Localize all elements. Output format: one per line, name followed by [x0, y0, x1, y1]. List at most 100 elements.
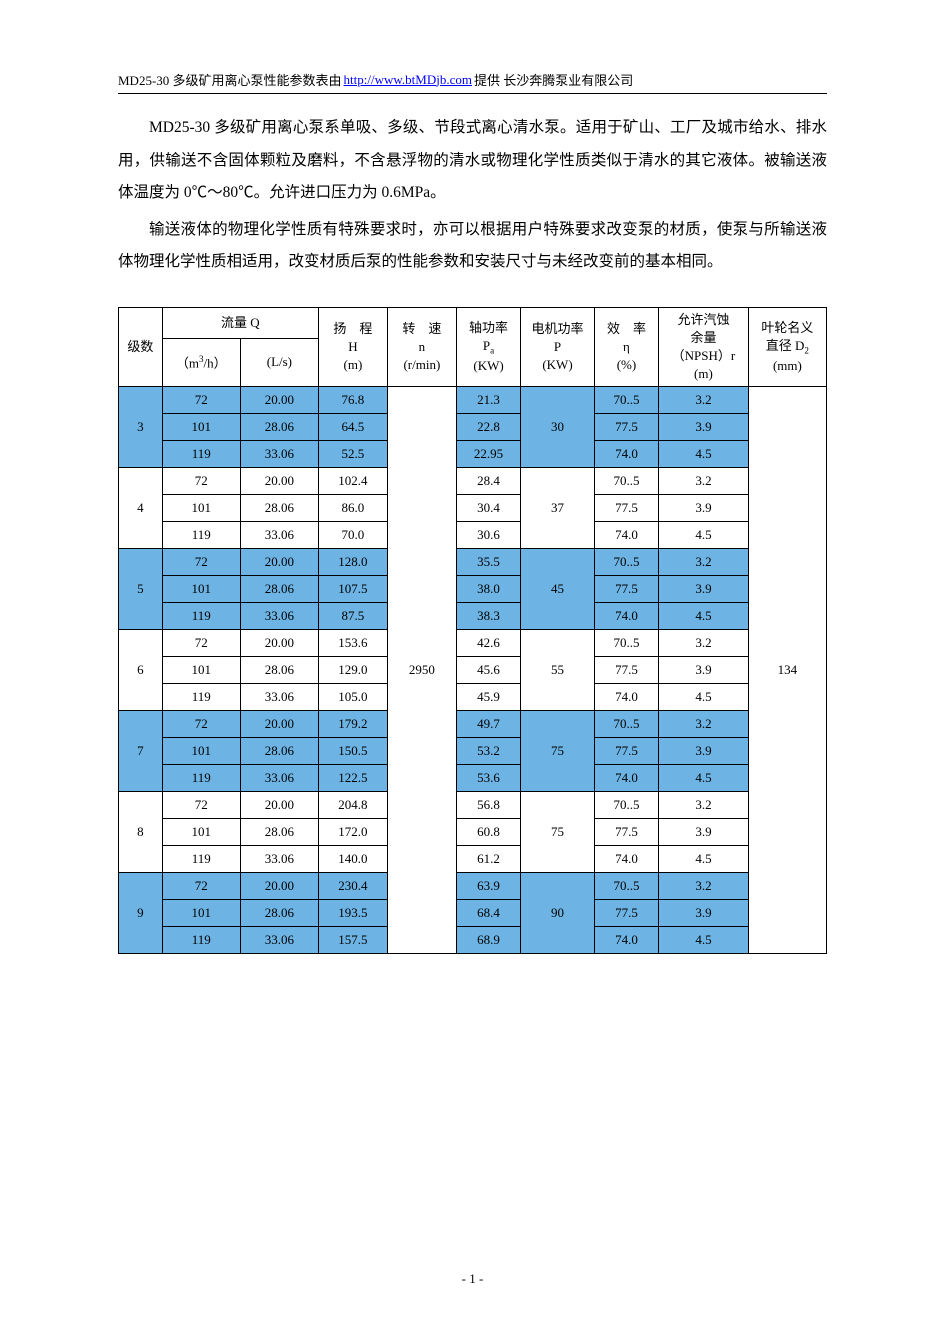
cell-q2: 20.00 — [240, 387, 318, 414]
cell-q1: 101 — [162, 819, 240, 846]
cell-eff: 70..5 — [594, 792, 658, 819]
header-prefix: MD25-30 多级矿用离心泵性能参数表由 — [118, 70, 342, 89]
cell-npsh: 3.2 — [659, 549, 749, 576]
cell-pa: 68.4 — [456, 900, 520, 927]
body-paragraph-2: 输送液体的物理化学性质有特殊要求时，亦可以根据用户特殊要求改变泵的材质，使泵与所… — [118, 214, 827, 279]
cell-h: 107.5 — [318, 576, 387, 603]
cell-stage: 6 — [119, 630, 163, 711]
cell-h: 129.0 — [318, 657, 387, 684]
header-eff: 效 率η(%) — [594, 307, 658, 387]
cell-q2: 33.06 — [240, 846, 318, 873]
header-stage: 级数 — [119, 307, 163, 387]
cell-q1: 72 — [162, 711, 240, 738]
cell-q1: 101 — [162, 414, 240, 441]
cell-q2: 20.00 — [240, 711, 318, 738]
cell-eff: 77.5 — [594, 900, 658, 927]
cell-pa: 45.6 — [456, 657, 520, 684]
cell-q1: 72 — [162, 873, 240, 900]
cell-pa: 45.9 — [456, 684, 520, 711]
cell-h: 230.4 — [318, 873, 387, 900]
cell-eff: 70..5 — [594, 873, 658, 900]
cell-npsh: 3.9 — [659, 576, 749, 603]
cell-h: 128.0 — [318, 549, 387, 576]
cell-q2: 20.00 — [240, 873, 318, 900]
cell-q2: 28.06 — [240, 657, 318, 684]
cell-pa: 63.9 — [456, 873, 520, 900]
cell-q2: 28.06 — [240, 576, 318, 603]
cell-q1: 72 — [162, 792, 240, 819]
cell-q2: 33.06 — [240, 603, 318, 630]
cell-pa: 21.3 — [456, 387, 520, 414]
table-row: 47220.00102.428.43770..53.2 — [119, 468, 827, 495]
cell-eff: 77.5 — [594, 495, 658, 522]
header-link[interactable]: http://www.btMDjb.com — [344, 72, 472, 88]
table-row: 11933.06157.568.974.04.5 — [119, 927, 827, 954]
document-header: MD25-30 多级矿用离心泵性能参数表由 http://www.btMDjb.… — [118, 70, 827, 89]
cell-q2: 28.06 — [240, 495, 318, 522]
cell-h: 102.4 — [318, 468, 387, 495]
cell-h: 179.2 — [318, 711, 387, 738]
table-row: 10128.0686.030.477.53.9 — [119, 495, 827, 522]
table-row: 77220.00179.249.77570..53.2 — [119, 711, 827, 738]
cell-eff: 77.5 — [594, 819, 658, 846]
cell-h: 52.5 — [318, 441, 387, 468]
table-row: 11933.06140.061.274.04.5 — [119, 846, 827, 873]
cell-q2: 28.06 — [240, 819, 318, 846]
cell-q1: 72 — [162, 549, 240, 576]
cell-pa: 60.8 — [456, 819, 520, 846]
table-row: 10128.06129.045.677.53.9 — [119, 657, 827, 684]
cell-h: 157.5 — [318, 927, 387, 954]
cell-eff: 77.5 — [594, 738, 658, 765]
cell-q2: 28.06 — [240, 738, 318, 765]
cell-npsh: 3.2 — [659, 468, 749, 495]
header-d2: 叶轮名义直径 D2(mm) — [748, 307, 826, 387]
header-h: 扬 程H(m) — [318, 307, 387, 387]
cell-pa: 30.6 — [456, 522, 520, 549]
cell-q1: 101 — [162, 900, 240, 927]
cell-eff: 77.5 — [594, 657, 658, 684]
table-row: 87220.00204.856.87570..53.2 — [119, 792, 827, 819]
cell-q2: 33.06 — [240, 522, 318, 549]
cell-stage: 8 — [119, 792, 163, 873]
cell-q2: 33.06 — [240, 765, 318, 792]
cell-eff: 74.0 — [594, 522, 658, 549]
cell-p: 30 — [521, 387, 595, 468]
body-paragraph-1: MD25-30 多级矿用离心泵系单吸、多级、节段式离心清水泵。适用于矿山、工厂及… — [118, 112, 827, 210]
cell-eff: 74.0 — [594, 846, 658, 873]
cell-q2: 33.06 — [240, 684, 318, 711]
cell-q2: 33.06 — [240, 441, 318, 468]
cell-q2: 28.06 — [240, 414, 318, 441]
performance-table: 级数 流量 Q 扬 程H(m) 转 速n(r/min) 轴功率Pa(KW) 电机… — [118, 307, 827, 955]
table-row: 11933.06105.045.974.04.5 — [119, 684, 827, 711]
cell-npsh: 4.5 — [659, 765, 749, 792]
header-q-m3h: （m3/h） — [162, 338, 240, 387]
header-p: 电机功率P(KW) — [521, 307, 595, 387]
cell-pa: 35.5 — [456, 549, 520, 576]
cell-q2: 28.06 — [240, 900, 318, 927]
cell-h: 86.0 — [318, 495, 387, 522]
table-row: 11933.0687.538.374.04.5 — [119, 603, 827, 630]
cell-h: 64.5 — [318, 414, 387, 441]
cell-h: 204.8 — [318, 792, 387, 819]
table-row: 11933.0670.030.674.04.5 — [119, 522, 827, 549]
cell-stage: 7 — [119, 711, 163, 792]
cell-h: 87.5 — [318, 603, 387, 630]
cell-p: 75 — [521, 711, 595, 792]
cell-h: 140.0 — [318, 846, 387, 873]
cell-npsh: 3.9 — [659, 657, 749, 684]
header-npsh: 允许汽蚀余量（NPSH）r(m) — [659, 307, 749, 387]
table-row: 11933.06122.553.674.04.5 — [119, 765, 827, 792]
cell-npsh: 3.9 — [659, 738, 749, 765]
cell-q1: 72 — [162, 468, 240, 495]
cell-p: 37 — [521, 468, 595, 549]
cell-npsh: 3.2 — [659, 711, 749, 738]
cell-npsh: 3.2 — [659, 387, 749, 414]
cell-npsh: 4.5 — [659, 522, 749, 549]
table-row: 97220.00230.463.99070..53.2 — [119, 873, 827, 900]
header-n: 转 速n(r/min) — [387, 307, 456, 387]
cell-q2: 20.00 — [240, 549, 318, 576]
cell-eff: 70..5 — [594, 549, 658, 576]
header-q-ls: (L/s) — [240, 338, 318, 387]
cell-npsh: 3.9 — [659, 819, 749, 846]
cell-npsh: 4.5 — [659, 927, 749, 954]
